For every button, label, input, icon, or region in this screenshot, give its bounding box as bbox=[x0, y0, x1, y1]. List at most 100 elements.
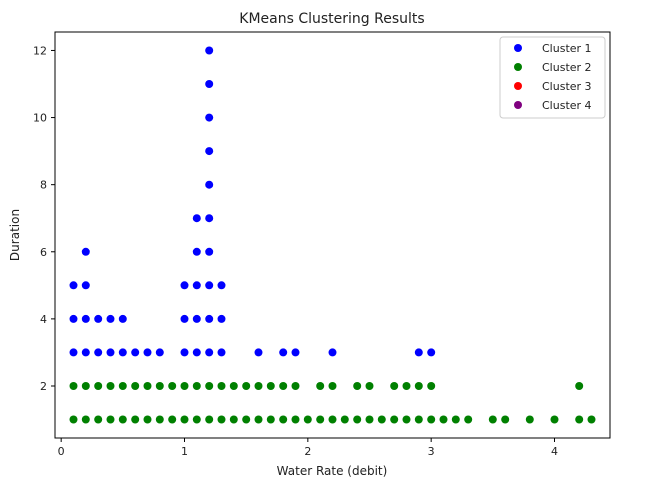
data-point bbox=[69, 415, 78, 424]
y-tick-label: 6 bbox=[40, 246, 47, 259]
data-point bbox=[390, 382, 399, 390]
data-point bbox=[180, 415, 189, 424]
data-point bbox=[365, 382, 374, 390]
legend-marker bbox=[514, 44, 522, 52]
data-point bbox=[266, 382, 275, 390]
data-point bbox=[81, 382, 90, 390]
data-point bbox=[402, 415, 411, 424]
data-point bbox=[439, 415, 448, 424]
data-point bbox=[205, 214, 214, 223]
data-point bbox=[414, 348, 423, 357]
data-point bbox=[69, 314, 78, 323]
data-point bbox=[414, 415, 423, 424]
data-point bbox=[464, 415, 473, 424]
data-point bbox=[143, 382, 152, 390]
y-tick-label: 8 bbox=[40, 179, 47, 192]
data-point bbox=[155, 415, 164, 424]
data-point bbox=[316, 415, 325, 424]
legend-label: Cluster 2 bbox=[542, 61, 592, 74]
data-point bbox=[180, 314, 189, 323]
data-point bbox=[205, 247, 214, 256]
data-point bbox=[427, 348, 436, 357]
data-point bbox=[266, 415, 275, 424]
series-1 bbox=[69, 46, 436, 357]
data-point bbox=[242, 382, 251, 390]
data-points bbox=[69, 46, 596, 424]
data-point bbox=[81, 415, 90, 424]
data-point bbox=[180, 382, 189, 390]
data-point bbox=[205, 80, 214, 88]
series-2 bbox=[69, 382, 596, 424]
x-tick-label: 1 bbox=[181, 445, 188, 458]
data-point bbox=[205, 314, 214, 323]
data-point bbox=[217, 314, 226, 323]
data-point bbox=[69, 281, 78, 290]
data-point bbox=[217, 382, 226, 390]
data-point bbox=[94, 382, 103, 390]
data-point bbox=[279, 348, 288, 357]
data-point bbox=[328, 415, 337, 424]
legend-label: Cluster 1 bbox=[542, 42, 592, 55]
data-point bbox=[205, 147, 214, 156]
data-point bbox=[192, 348, 201, 357]
chart-title: KMeans Clustering Results bbox=[239, 11, 424, 27]
data-point bbox=[106, 415, 115, 424]
data-point bbox=[106, 382, 115, 390]
data-point bbox=[192, 415, 201, 424]
x-tick-label: 4 bbox=[551, 445, 558, 458]
data-point bbox=[81, 247, 90, 256]
data-point bbox=[192, 382, 201, 390]
data-point bbox=[217, 415, 226, 424]
data-point bbox=[205, 113, 214, 122]
data-point bbox=[328, 382, 337, 390]
data-point bbox=[427, 415, 436, 424]
data-point bbox=[168, 415, 177, 424]
data-point bbox=[131, 348, 140, 357]
data-point bbox=[106, 348, 115, 357]
data-point bbox=[205, 415, 214, 424]
data-point bbox=[390, 415, 399, 424]
data-point bbox=[501, 415, 510, 424]
x-tick-label: 2 bbox=[304, 445, 311, 458]
data-point bbox=[550, 415, 559, 424]
data-point bbox=[205, 281, 214, 290]
data-point bbox=[291, 382, 300, 390]
data-point bbox=[254, 348, 263, 357]
data-point bbox=[192, 214, 201, 223]
data-point bbox=[205, 180, 214, 189]
x-axis: 0 1 2 3 4 bbox=[58, 438, 558, 458]
y-axis: 2 4 6 8 10 12 bbox=[33, 44, 55, 393]
data-point bbox=[192, 314, 201, 323]
data-point bbox=[69, 382, 78, 390]
data-point bbox=[81, 314, 90, 323]
x-tick-label: 3 bbox=[428, 445, 435, 458]
legend-label: Cluster 4 bbox=[542, 99, 592, 112]
data-point bbox=[340, 415, 349, 424]
data-point bbox=[414, 382, 423, 390]
legend: Cluster 1 Cluster 2 Cluster 3 Cluster 4 bbox=[499, 36, 606, 119]
data-point bbox=[94, 415, 103, 424]
data-point bbox=[143, 348, 152, 357]
data-point bbox=[69, 348, 78, 357]
data-point bbox=[143, 415, 152, 424]
data-point bbox=[155, 382, 164, 390]
data-point bbox=[168, 382, 177, 390]
data-point bbox=[180, 281, 189, 290]
data-point bbox=[81, 281, 90, 290]
data-point bbox=[279, 415, 288, 424]
data-point bbox=[328, 348, 337, 357]
y-tick-label: 2 bbox=[40, 380, 47, 393]
data-point bbox=[205, 382, 214, 390]
data-point bbox=[291, 415, 300, 424]
data-point bbox=[488, 415, 497, 424]
data-point bbox=[229, 415, 238, 424]
data-point bbox=[192, 281, 201, 290]
data-point bbox=[205, 348, 214, 357]
data-point bbox=[229, 382, 238, 390]
x-axis-label: Water Rate (debit) bbox=[277, 464, 388, 478]
data-point bbox=[575, 415, 584, 424]
data-point bbox=[192, 247, 201, 256]
y-axis-label: Duration bbox=[8, 209, 22, 261]
